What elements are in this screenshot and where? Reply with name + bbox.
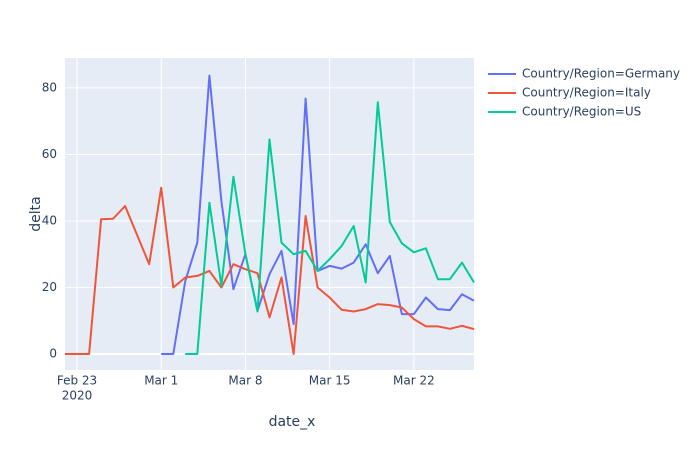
- x-tick-label: Mar 1: [144, 374, 178, 388]
- series-line: [65, 186, 475, 355]
- series-line: [185, 101, 475, 355]
- legend-label: Country/Region=Italy: [522, 86, 651, 100]
- y-tick-label: 80: [42, 80, 57, 94]
- x-tick-year: 2020: [62, 389, 93, 403]
- y-tick-label: 0: [49, 347, 57, 361]
- x-tick-label: Mar 8: [228, 374, 262, 388]
- legend-label: Country/Region=US: [522, 105, 641, 119]
- x-axis-title: date_x: [269, 414, 316, 430]
- y-axis-title: delta: [28, 196, 44, 231]
- x-tick-label: Mar 15: [309, 374, 351, 388]
- legend-label: Country/Region=Germany: [522, 67, 680, 81]
- plot-background: [65, 58, 474, 370]
- y-tick-label: 20: [42, 280, 57, 294]
- y-tick-label: 60: [42, 147, 57, 161]
- x-tick-label: Feb 23: [57, 374, 97, 388]
- y-tick-label: 40: [42, 213, 57, 227]
- x-tick-label: Mar 22: [393, 374, 435, 388]
